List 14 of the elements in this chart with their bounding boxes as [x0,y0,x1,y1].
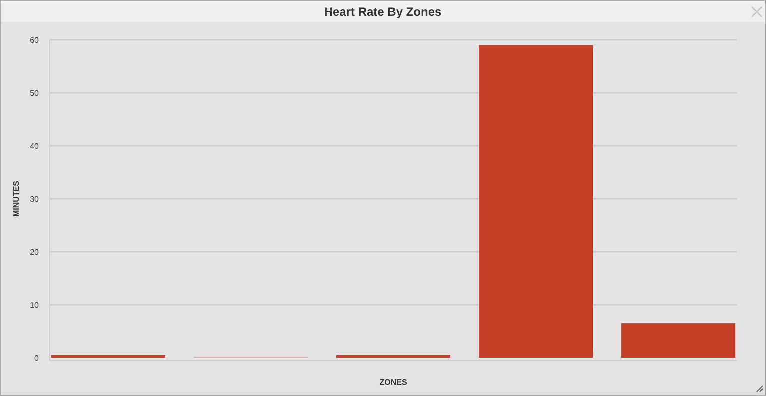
y-tick-label: 50 [30,89,40,98]
y-tick-label: 60 [30,36,40,45]
bar [479,45,594,358]
y-tick-label: 10 [30,301,40,310]
x-axis-title: ZONES [380,378,408,387]
bar [336,355,451,358]
bar [51,355,166,358]
y-tick-label: 0 [34,354,40,363]
y-tick-label: 30 [30,195,40,204]
y-tick-label: 40 [30,142,40,151]
y-axis-title: MINUTES [12,180,21,217]
chart-title: Heart Rate By Zones [324,5,442,19]
y-tick-label: 20 [30,248,40,257]
bar [622,324,736,358]
